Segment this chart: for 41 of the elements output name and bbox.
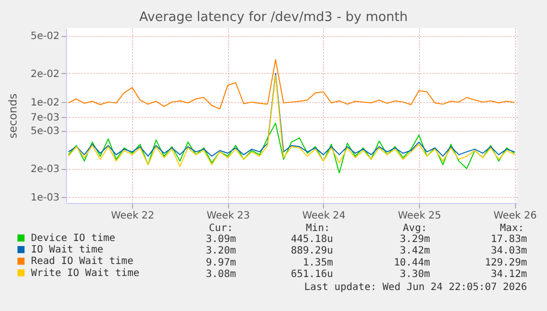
x-tick-label: Week 23 (206, 210, 250, 222)
y-tick-label: 1e-03 (30, 192, 60, 204)
text: 10.44m (394, 257, 430, 268)
text: 889.29u (290, 246, 333, 257)
y-tick-label: 2e-02 (30, 68, 60, 80)
text: Min: (306, 223, 330, 234)
text: 3.30m (400, 269, 430, 280)
legend-label: IO Wait time (31, 244, 104, 256)
x-tick-label: Week 25 (398, 210, 442, 222)
y-axis-title: seconds (6, 93, 20, 138)
text: 34.03m (490, 246, 527, 257)
text: 9.97m (206, 257, 236, 268)
legend-label: Device IO time (31, 233, 116, 244)
text: 445.18u (290, 234, 333, 245)
text: Max: (500, 223, 524, 234)
y-tick-label: 5e-02 (30, 31, 60, 42)
text: Cur: (208, 223, 233, 234)
text: 651.16u (290, 269, 333, 280)
chart-title: Average latency for /dev/md3 - by month (139, 10, 408, 25)
text: 3.29m (400, 234, 430, 245)
y-tick-label: 5e-03 (30, 126, 60, 138)
text: Avg: (402, 223, 427, 234)
x-tick-label: Week 22 (110, 210, 154, 222)
y-tick-label: 2e-03 (30, 164, 60, 176)
text: 17.83m (490, 234, 527, 245)
x-tick-label: Week 26 (493, 210, 537, 222)
text: 3.08m (206, 269, 236, 280)
y-tick-label: 7e-03 (30, 112, 60, 124)
text: 1.35m (302, 257, 333, 268)
text: 34.12m (490, 269, 527, 280)
x-tick-label: Week 24 (302, 210, 346, 222)
text: Last update: Wed Jun 24 22:05:07 2026 (304, 282, 527, 293)
line-series (68, 59, 516, 110)
text: 3.20m (206, 246, 236, 257)
y-tick-label: 1e-02 (30, 98, 60, 109)
legend-label: Read IO Wait time (31, 256, 134, 268)
text: 129.29m (484, 257, 527, 268)
text: 3.09m (206, 234, 236, 245)
text: 3.42m (400, 246, 430, 257)
line-series (68, 122, 516, 174)
legend-label: Write IO Wait time (31, 268, 140, 279)
